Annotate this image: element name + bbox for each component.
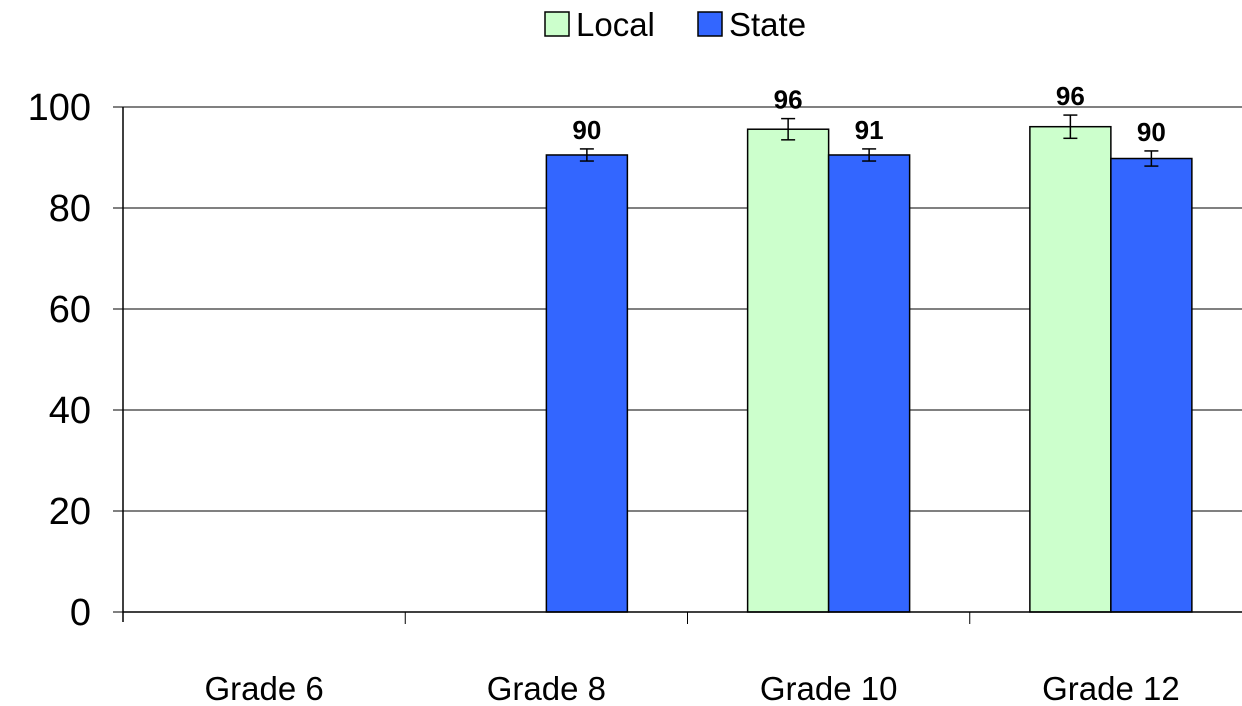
error-bar-local-grade-12 (1063, 114, 1078, 140)
bar-state-grade-8 (545, 154, 629, 613)
y-tick-label-100: 100 (28, 87, 91, 129)
y-tick-label-60: 60 (49, 289, 91, 331)
y-tick-label-0: 0 (70, 592, 91, 634)
bar-local-grade-10 (746, 128, 830, 613)
error-bar-state-grade-12 (1144, 150, 1159, 167)
data-label-local-grade-12: 96 (1056, 81, 1085, 111)
axes (113, 106, 1242, 624)
legend: Local State (544, 6, 806, 43)
bar-state-grade-12 (1110, 157, 1193, 613)
x-label-grade-6: Grade 6 (205, 670, 324, 706)
error-bar-state-grade-10 (862, 148, 877, 162)
legend-swatch-local (544, 11, 570, 37)
data-label-state-grade-8: 90 (572, 115, 601, 145)
legend-label-state: State (729, 6, 806, 43)
bars (545, 114, 1193, 613)
y-tick-label-80: 80 (49, 188, 91, 230)
x-label-grade-10: Grade 10 (760, 670, 898, 706)
error-bar-state-grade-8 (579, 148, 594, 162)
bar-local-grade-12 (1029, 125, 1112, 613)
x-label-grade-8: Grade 8 (487, 670, 606, 706)
legend-swatch-state (697, 11, 723, 37)
labels: 0 20 40 60 80 100 Grade 6 Grade 8 Grade 10 Grade … (28, 81, 1180, 706)
legend-label-local: Local (576, 6, 655, 43)
x-label-grade-12: Grade 12 (1042, 670, 1180, 706)
error-bar-local-grade-10 (781, 117, 796, 141)
y-tick-label-40: 40 (49, 390, 91, 432)
data-label-state-grade-12: 90 (1137, 117, 1166, 147)
data-label-local-grade-10: 96 (774, 85, 803, 115)
bar-state-grade-10 (827, 154, 911, 613)
data-label-state-grade-10: 91 (855, 115, 884, 145)
y-tick-label-20: 20 (49, 491, 91, 533)
